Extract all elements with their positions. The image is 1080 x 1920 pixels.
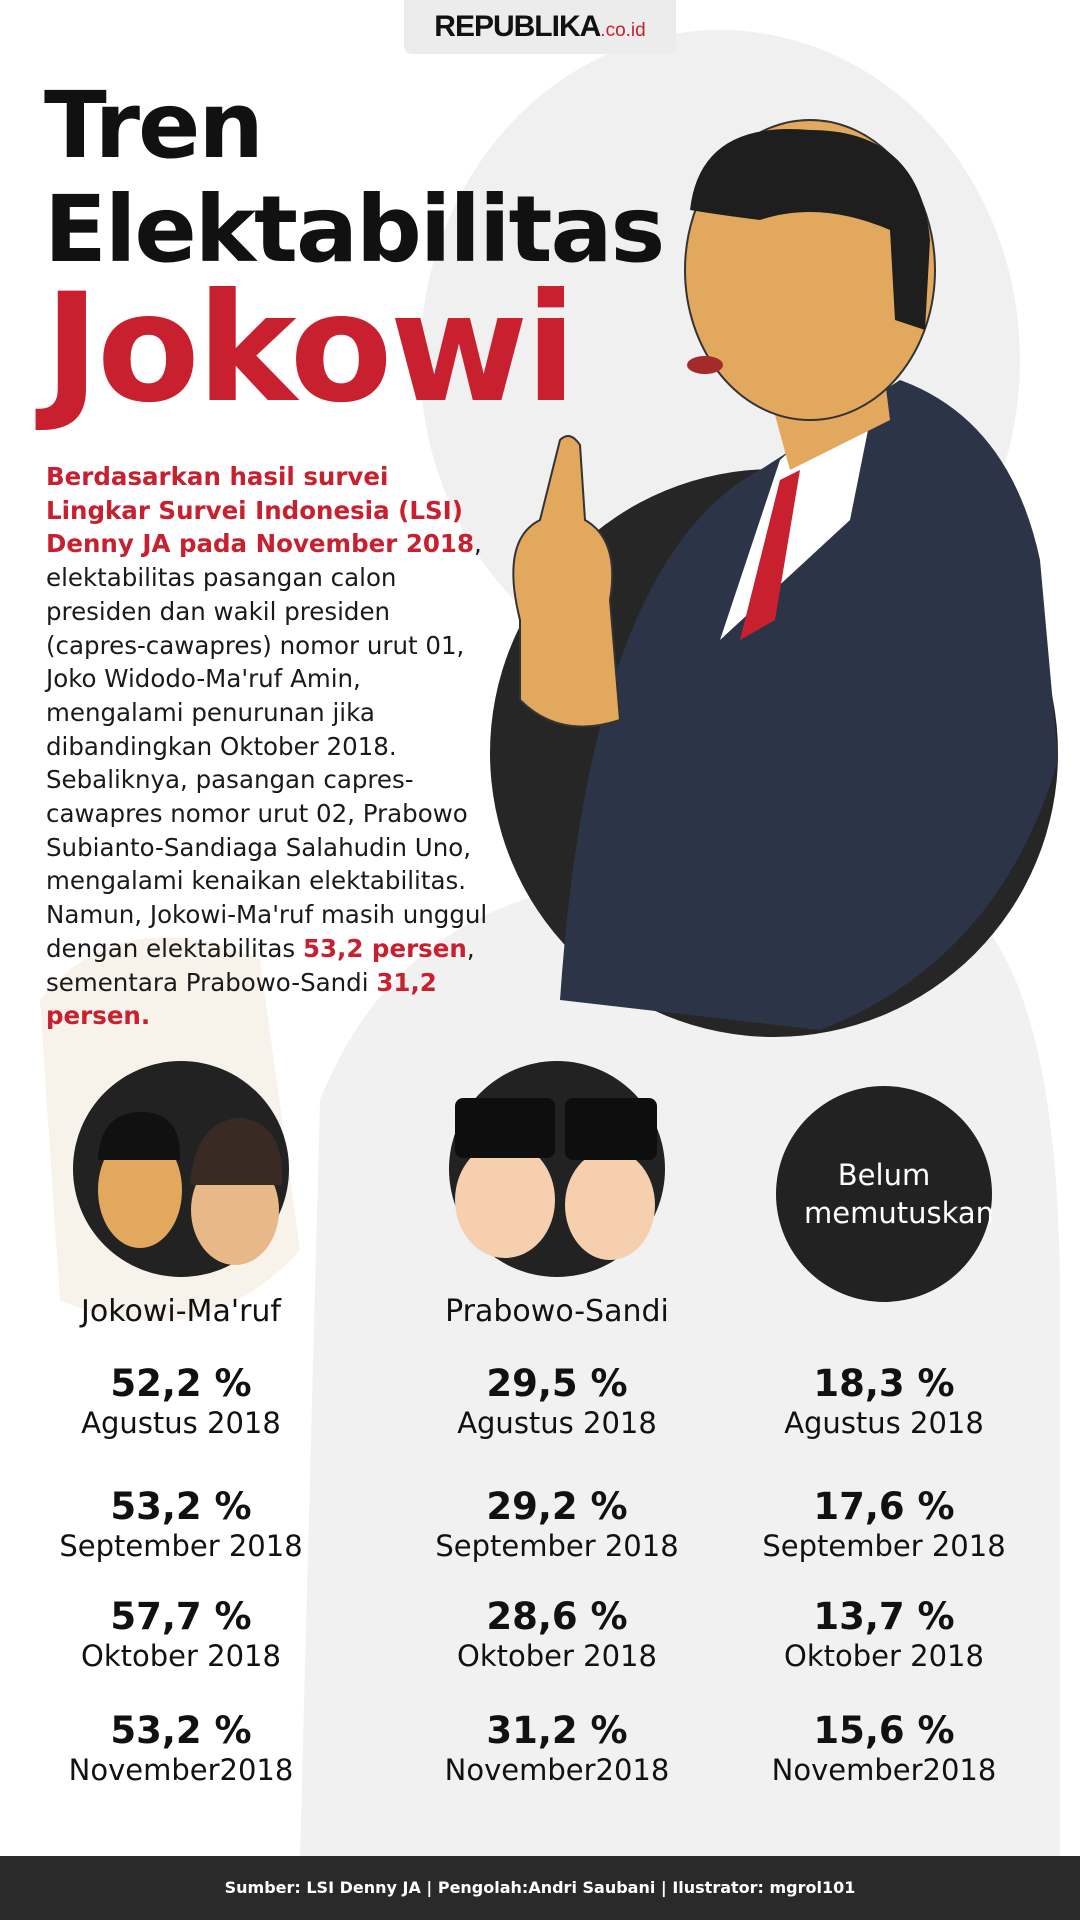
face (565, 1150, 655, 1260)
result-value: 15,6 % (813, 1709, 955, 1752)
result-value: 29,5 % (486, 1362, 628, 1405)
result-period: November2018 (771, 1753, 997, 1787)
result-period: September 2018 (762, 1529, 1006, 1563)
result-period: Oktober 2018 (784, 1639, 984, 1673)
cap (565, 1098, 657, 1160)
title: Tren (44, 72, 264, 179)
footer: Sumber: LSI Denny JA | Pengolah:Andri Sa… (0, 1856, 1080, 1920)
result-value: 53,2 % (110, 1485, 252, 1528)
result-period: November2018 (68, 1753, 294, 1787)
result-period: Agustus 2018 (784, 1406, 984, 1440)
column-name: Prabowo-Sandi (445, 1294, 669, 1329)
brand-name: REPUBLIKA (434, 10, 601, 43)
column-name: Jokowi-Ma'ruf (81, 1294, 281, 1329)
result-period: Oktober 2018 (81, 1639, 281, 1673)
hair (690, 129, 930, 330)
result-value: 57,7 % (110, 1595, 252, 1638)
result-value: 13,7 % (813, 1595, 955, 1638)
hand (512, 435, 622, 728)
result-value: 29,2 % (486, 1485, 628, 1528)
cap (455, 1098, 555, 1158)
suit (560, 380, 1058, 1030)
lips (687, 356, 723, 374)
result-value: 53,2 % (110, 1709, 252, 1752)
cap (190, 1118, 283, 1185)
tie (740, 470, 800, 640)
result-period: Agustus 2018 (457, 1406, 657, 1440)
intro-text: , elektabilitas pasangan calon presiden … (46, 529, 488, 963)
intro-emphasis: Berdasarkan hasil survei Lingkar Survei … (46, 462, 475, 559)
title-highlight: Jokowi (44, 262, 577, 436)
result-period: September 2018 (59, 1529, 303, 1563)
result-value: 52,2 % (110, 1362, 252, 1405)
result-period: September 2018 (435, 1529, 679, 1563)
result-value: 18,3 % (813, 1362, 955, 1405)
intro-emphasis: 53,2 persen (302, 933, 467, 963)
undecided-circle: Belum memutuskan (776, 1086, 995, 1302)
title: Elektabilitas (44, 176, 665, 283)
brand: REPUBLIKA.co.id (404, 0, 676, 54)
result-period: Oktober 2018 (457, 1639, 657, 1673)
result-value: 28,6 % (486, 1595, 628, 1638)
intro: Berdasarkan hasil survei Lingkar Survei … (46, 460, 491, 1033)
face (455, 1142, 555, 1258)
intro-emphasis: 31,2 persen. (46, 967, 437, 1031)
column-name: Belum memutuskan (804, 1158, 995, 1230)
hair (98, 1111, 181, 1160)
result-value: 31,2 % (486, 1709, 628, 1752)
brand-domain: .co.id (600, 20, 646, 41)
result-period: November2018 (444, 1753, 670, 1787)
result-value: 17,6 % (813, 1485, 955, 1528)
intro-text: , sementara Prabowo-Sandi (46, 933, 475, 997)
face (98, 1132, 182, 1248)
result-period: Agustus 2018 (81, 1406, 281, 1440)
